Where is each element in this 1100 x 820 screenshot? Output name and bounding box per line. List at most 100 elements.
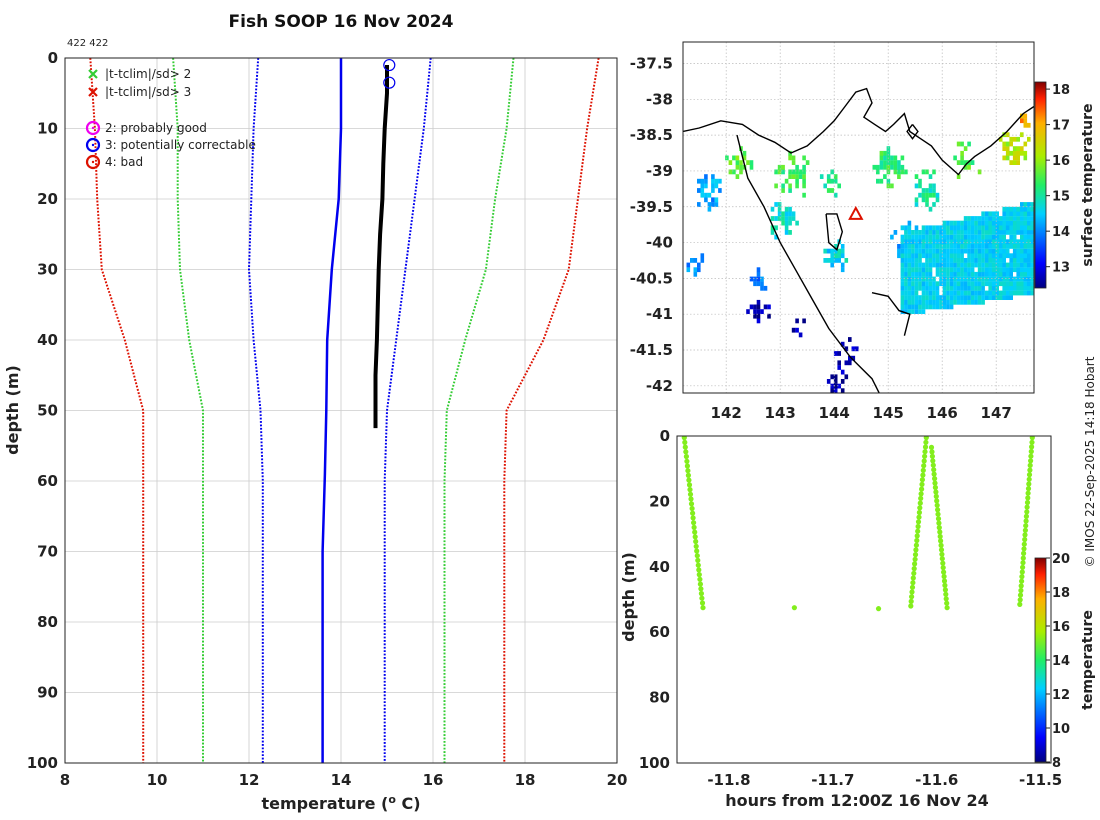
sst-pixel xyxy=(1009,225,1013,231)
sst-pixel xyxy=(988,290,992,296)
map-y-tick-label: -41 xyxy=(646,305,673,323)
sst-pixel xyxy=(967,262,971,268)
sst-pixel xyxy=(1009,160,1013,165)
sst-pixel xyxy=(1023,113,1028,119)
sst-pixel xyxy=(1023,225,1028,231)
sst-pixel xyxy=(946,220,950,226)
sst-pixel xyxy=(1005,220,1010,226)
sst-pixel xyxy=(932,230,936,235)
sst-pixel xyxy=(967,220,971,226)
sst-pixel xyxy=(981,253,985,259)
trace-point xyxy=(1028,458,1034,464)
sst-pixel xyxy=(914,202,919,207)
sst-pixel xyxy=(1002,239,1006,245)
sst-pixel xyxy=(995,290,999,296)
sst-pixel xyxy=(949,258,954,263)
sst-pixel xyxy=(1020,206,1024,212)
trace-point xyxy=(916,514,922,520)
trace-point xyxy=(941,569,947,575)
trace-point xyxy=(911,566,917,572)
sst-pixel xyxy=(998,253,1003,259)
trace-point xyxy=(1020,564,1026,570)
sst-pixel xyxy=(1020,118,1024,124)
sst-pixel xyxy=(921,169,926,175)
colorbar-tick-label: 18 xyxy=(1052,586,1070,601)
colorbar-tick-label: 14 xyxy=(1052,225,1070,240)
flag-marker xyxy=(383,58,396,72)
sst-pixel xyxy=(995,253,999,259)
sst-pixel xyxy=(984,216,989,221)
trace-point xyxy=(1020,560,1026,566)
sst-pixel xyxy=(1012,290,1017,296)
trace-point xyxy=(683,453,690,460)
sst-pixel xyxy=(1005,248,1010,254)
trace-point xyxy=(688,496,694,502)
colorbar-tick-label: 13 xyxy=(1052,261,1070,276)
sst-pixel xyxy=(998,295,1003,300)
sst-pixel xyxy=(1002,258,1006,263)
sst-pixel xyxy=(883,164,887,170)
sst-pixel xyxy=(907,234,912,240)
sst-pixel xyxy=(946,258,950,263)
sst-pixel xyxy=(974,285,978,291)
sst-pixel xyxy=(988,281,992,287)
sst-pixel xyxy=(837,248,841,254)
profile-axes-frame xyxy=(64,57,618,764)
sst-pixel xyxy=(700,258,705,263)
sst-pixel xyxy=(1030,225,1034,231)
sst-pixel xyxy=(774,202,778,207)
sst-pixel xyxy=(848,360,852,366)
sst-pixel xyxy=(918,262,922,268)
trace-point xyxy=(932,480,938,486)
sst-pixel xyxy=(932,202,936,207)
sst-pixel xyxy=(939,276,943,282)
sst-pixel xyxy=(1016,290,1020,296)
sst-pixel xyxy=(988,295,992,300)
sst-pixel xyxy=(1016,276,1020,282)
trace-point xyxy=(692,529,698,535)
sst-pixel xyxy=(988,258,992,263)
trace-point xyxy=(686,477,692,483)
sst-pixel xyxy=(904,304,908,310)
sst-pixel xyxy=(1020,253,1024,259)
sst-pixel xyxy=(977,169,982,175)
sst-pixel xyxy=(925,276,929,282)
sst-pixel xyxy=(1020,262,1024,268)
trace-point xyxy=(937,533,943,540)
trace-point xyxy=(909,594,915,600)
sst-pixel xyxy=(907,299,912,305)
sst-pixel xyxy=(1023,285,1028,291)
sst-pixel xyxy=(1030,206,1034,212)
sst-pixel xyxy=(925,202,929,207)
sst-pixel xyxy=(960,253,964,259)
sst-pixel xyxy=(967,248,971,254)
sst-pixel xyxy=(1027,136,1031,142)
sst-pixel xyxy=(925,225,929,231)
credit-text: © IMOS 22-Sep-2025 14:18 Hobart xyxy=(1083,356,1097,567)
x-tick-label: 12 xyxy=(239,771,260,789)
flag-marker xyxy=(383,76,396,89)
sst-pixel xyxy=(904,299,908,305)
sst-pixel xyxy=(928,244,933,249)
sst-pixel xyxy=(942,239,947,245)
sst-pixel xyxy=(1002,146,1006,151)
sst-pixel xyxy=(939,253,943,259)
sst-pixel xyxy=(907,225,912,231)
sst-pixel xyxy=(840,379,845,384)
sst-pixel xyxy=(749,276,754,282)
sst-pixel xyxy=(742,155,747,161)
sst-pixel xyxy=(932,234,936,240)
trace-point xyxy=(935,507,941,513)
sst-pixel xyxy=(946,262,950,268)
trace-point xyxy=(932,476,938,482)
sst-pixel xyxy=(956,225,961,231)
sst-pixel xyxy=(1020,281,1024,287)
sst-pixel xyxy=(949,271,954,277)
sst-pixel xyxy=(974,258,978,263)
sst-pixel xyxy=(960,295,964,300)
sst-pixel xyxy=(914,258,919,263)
sst-pixel xyxy=(967,271,971,277)
sst-pixel xyxy=(837,365,841,370)
sst-pixel xyxy=(707,206,712,212)
sst-pixel xyxy=(704,174,708,179)
